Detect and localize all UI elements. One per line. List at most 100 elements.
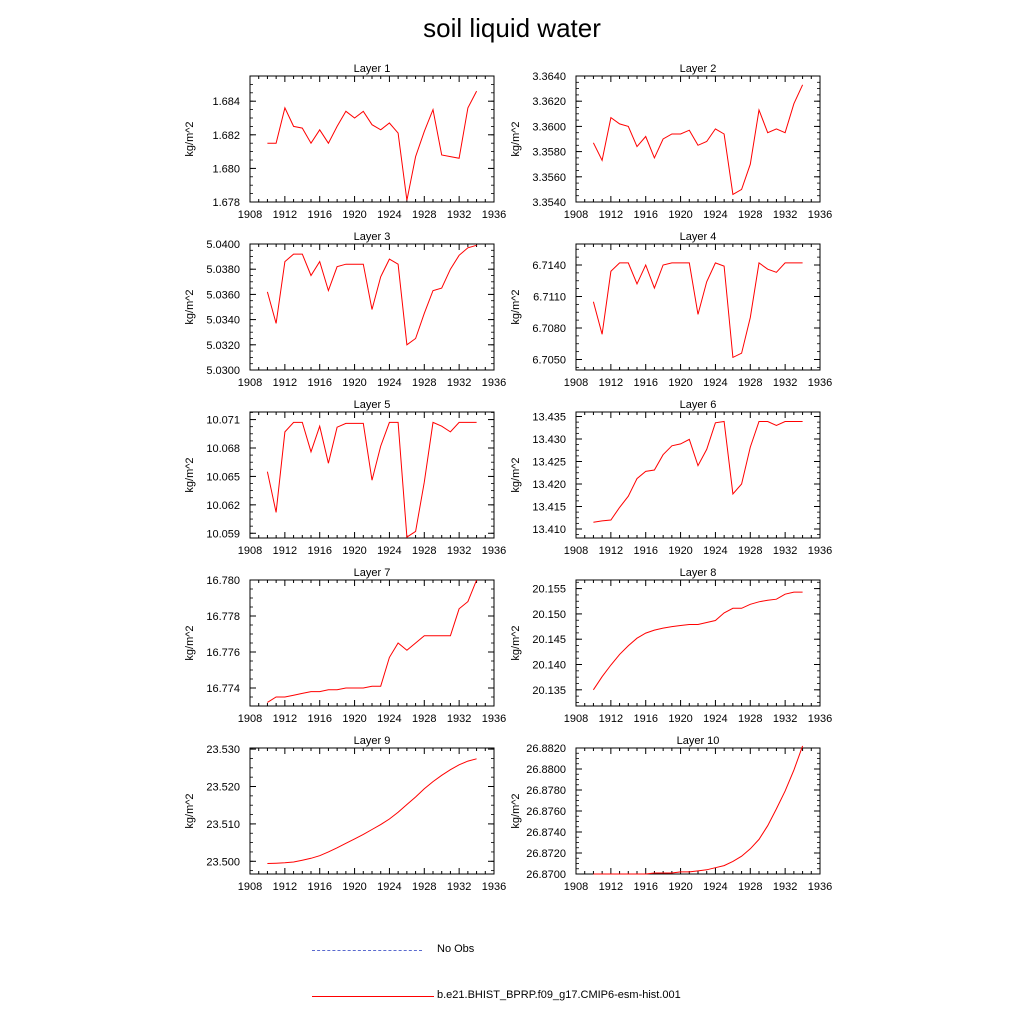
x-tick-label: 1920 bbox=[342, 209, 366, 221]
panel-title: Layer 7 bbox=[354, 567, 391, 579]
y-tick-label: 13.425 bbox=[532, 457, 566, 469]
y-axis-label: kg/m^2 bbox=[184, 793, 196, 828]
x-tick-label: 1920 bbox=[342, 377, 366, 389]
y-axis-label: kg/m^2 bbox=[510, 289, 522, 324]
plot-frame bbox=[249, 579, 495, 707]
chart-panel-layer-2: Layer 2 kg/m^2 1908 1912 1916 1920 1924 1928 193… bbox=[510, 63, 832, 221]
panel-title: Layer 2 bbox=[680, 63, 717, 75]
x-tick-label: 1932 bbox=[447, 209, 471, 221]
x-tick-label: 1908 bbox=[564, 545, 588, 557]
legend-model-line bbox=[312, 996, 434, 997]
y-tick-label: 16.776 bbox=[206, 647, 240, 659]
y-tick-label: 6.7080 bbox=[532, 323, 566, 335]
plot-frame bbox=[575, 75, 821, 203]
x-tick-label: 1932 bbox=[447, 713, 471, 725]
x-tick-label: 1924 bbox=[703, 377, 727, 389]
y-tick-label: 5.0300 bbox=[206, 365, 240, 377]
plot-frame bbox=[575, 411, 821, 539]
panel-title: Layer 1 bbox=[354, 63, 391, 75]
x-tick-label: 1932 bbox=[447, 377, 471, 389]
y-tick-label: 13.415 bbox=[532, 502, 566, 514]
x-tick-label: 1928 bbox=[738, 377, 762, 389]
y-tick-label: 26.8720 bbox=[526, 848, 566, 860]
x-tick-label: 1920 bbox=[668, 377, 692, 389]
plot-frame bbox=[575, 747, 821, 875]
x-tick-label: 1928 bbox=[738, 881, 762, 893]
chart-panel-layer-4: Layer 4 kg/m^2 1908 1912 1916 1920 1924 1928 193… bbox=[510, 231, 832, 389]
y-tick-label: 1.678 bbox=[212, 197, 240, 209]
y-tick-label: 23.530 bbox=[206, 744, 240, 756]
legend-no-obs-label: No Obs bbox=[437, 943, 475, 955]
x-tick-label: 1908 bbox=[564, 713, 588, 725]
y-tick-label: 1.684 bbox=[212, 96, 240, 108]
x-tick-label: 1928 bbox=[412, 377, 436, 389]
y-tick-label: 10.065 bbox=[206, 471, 240, 483]
x-tick-label: 1920 bbox=[342, 713, 366, 725]
series-line bbox=[266, 421, 477, 538]
series-line bbox=[267, 90, 478, 201]
chart-panel-layer-9: Layer 9 kg/m^2 1908 1912 1916 1920 1924 1928 193… bbox=[184, 735, 506, 893]
x-tick-label: 1920 bbox=[668, 713, 692, 725]
y-tick-label: 26.8700 bbox=[526, 869, 566, 881]
x-tick-label: 1908 bbox=[238, 209, 262, 221]
y-tick-label: 26.8820 bbox=[526, 743, 566, 755]
x-tick-label: 1912 bbox=[273, 881, 297, 893]
x-tick-label: 1920 bbox=[668, 881, 692, 893]
series-line bbox=[267, 579, 478, 703]
x-tick-label: 1936 bbox=[808, 209, 832, 221]
series-line bbox=[592, 591, 803, 691]
panel-title: Layer 8 bbox=[680, 567, 717, 579]
y-tick-label: 5.0400 bbox=[206, 239, 240, 251]
x-tick-label: 1912 bbox=[599, 209, 623, 221]
y-tick-label: 5.0340 bbox=[206, 315, 240, 327]
y-tick-label: 10.059 bbox=[206, 528, 240, 540]
x-tick-label: 1924 bbox=[703, 881, 727, 893]
y-tick-label: 13.410 bbox=[532, 524, 566, 536]
legend-no-obs-line bbox=[312, 950, 422, 951]
x-tick-label: 1908 bbox=[238, 713, 262, 725]
x-tick-label: 1916 bbox=[633, 377, 657, 389]
y-tick-label: 23.510 bbox=[206, 819, 240, 831]
series-line bbox=[267, 758, 477, 864]
x-tick-label: 1916 bbox=[633, 881, 657, 893]
y-tick-label: 5.0320 bbox=[206, 340, 240, 352]
chart-panel-layer-6: Layer 6 kg/m^2 1908 1912 1916 1920 1924 1928 193… bbox=[510, 399, 832, 557]
x-tick-label: 1924 bbox=[703, 545, 727, 557]
plot-frame bbox=[575, 579, 821, 707]
x-tick-label: 1916 bbox=[633, 209, 657, 221]
y-tick-label: 16.774 bbox=[206, 683, 240, 695]
panel-title: Layer 4 bbox=[680, 231, 717, 243]
x-tick-label: 1936 bbox=[808, 881, 832, 893]
x-tick-label: 1932 bbox=[447, 545, 471, 557]
y-tick-label: 13.420 bbox=[532, 479, 566, 491]
plot-frame bbox=[249, 747, 495, 875]
series-line bbox=[593, 745, 804, 875]
y-tick-label: 20.145 bbox=[532, 634, 566, 646]
y-tick-label: 16.778 bbox=[206, 611, 240, 623]
y-tick-label: 6.7050 bbox=[532, 355, 566, 367]
y-tick-label: 6.7110 bbox=[533, 292, 566, 304]
x-tick-label: 1916 bbox=[633, 713, 657, 725]
x-tick-label: 1936 bbox=[808, 545, 832, 557]
x-tick-label: 1932 bbox=[773, 881, 797, 893]
chart-panel-layer-5: Layer 5 kg/m^2 1908 1912 1916 1920 1924 1928 193… bbox=[184, 399, 506, 557]
y-tick-label: 3.3600 bbox=[532, 121, 566, 133]
y-axis-label: kg/m^2 bbox=[510, 121, 522, 156]
y-axis-label: kg/m^2 bbox=[184, 289, 196, 324]
x-tick-label: 1928 bbox=[412, 545, 436, 557]
y-axis-label: kg/m^2 bbox=[184, 457, 196, 492]
x-tick-label: 1908 bbox=[564, 881, 588, 893]
x-tick-label: 1916 bbox=[307, 545, 331, 557]
x-tick-label: 1932 bbox=[773, 209, 797, 221]
x-tick-label: 1908 bbox=[238, 545, 262, 557]
x-tick-label: 1932 bbox=[773, 377, 797, 389]
x-tick-label: 1916 bbox=[307, 209, 331, 221]
y-axis-label: kg/m^2 bbox=[510, 457, 522, 492]
x-tick-label: 1928 bbox=[738, 713, 762, 725]
y-tick-label: 3.3580 bbox=[532, 147, 566, 159]
series-line bbox=[593, 420, 803, 523]
panel-title: Layer 6 bbox=[680, 399, 717, 411]
y-tick-label: 6.7140 bbox=[532, 260, 566, 272]
x-tick-label: 1936 bbox=[482, 209, 506, 221]
